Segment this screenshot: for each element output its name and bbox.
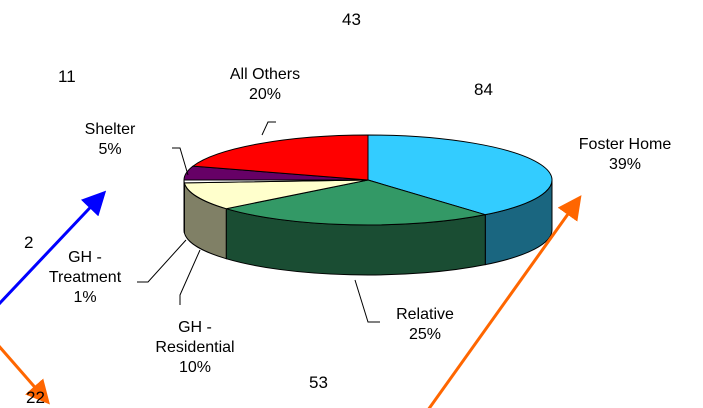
slice-percent: 20% bbox=[248, 86, 282, 103]
slice-percent: 5% bbox=[98, 141, 122, 158]
annotation: 22 bbox=[26, 388, 45, 407]
annotation: 84 bbox=[474, 80, 493, 99]
slice-label: Shelter 5% bbox=[75, 120, 145, 160]
pie-slice bbox=[191, 134, 369, 181]
annotation: 43 bbox=[342, 10, 361, 29]
slice-name: GH - Residential bbox=[155, 319, 235, 356]
leader-line bbox=[137, 239, 187, 283]
leader-line bbox=[179, 249, 201, 305]
slice-percent: 1% bbox=[73, 289, 97, 306]
pie-slice bbox=[183, 179, 369, 210]
leader-line bbox=[172, 147, 189, 176]
annotation: 2 bbox=[24, 233, 34, 252]
leader-lines bbox=[137, 121, 380, 323]
arrow bbox=[427, 195, 582, 408]
slice-percent: 10% bbox=[178, 359, 212, 376]
slice-name: All Others bbox=[229, 66, 301, 83]
leader-line bbox=[354, 279, 380, 323]
annotation: 11 bbox=[58, 67, 76, 86]
leader-line bbox=[261, 121, 276, 136]
slice-name: Shelter bbox=[84, 121, 136, 138]
slice-name: GH - Treatment bbox=[48, 249, 122, 286]
arrow bbox=[0, 190, 107, 306]
slice-label: Relative 25% bbox=[380, 305, 470, 345]
slice-name: Foster Home bbox=[578, 136, 672, 153]
slice-label: Foster Home 39% bbox=[560, 135, 690, 175]
arrow bbox=[0, 345, 50, 405]
slice-label: All Others 20% bbox=[210, 65, 320, 105]
pie bbox=[183, 134, 553, 276]
slice-name: Relative bbox=[396, 306, 454, 323]
slice-percent: 39% bbox=[608, 156, 642, 173]
pie-slice bbox=[226, 179, 486, 226]
annotation: 53 bbox=[309, 373, 328, 392]
slice-percent: 25% bbox=[408, 326, 442, 343]
slice-label: GH - Treatment 1% bbox=[40, 248, 130, 308]
slice-label: GH - Residential 10% bbox=[145, 318, 245, 378]
pie-slice bbox=[367, 134, 553, 216]
